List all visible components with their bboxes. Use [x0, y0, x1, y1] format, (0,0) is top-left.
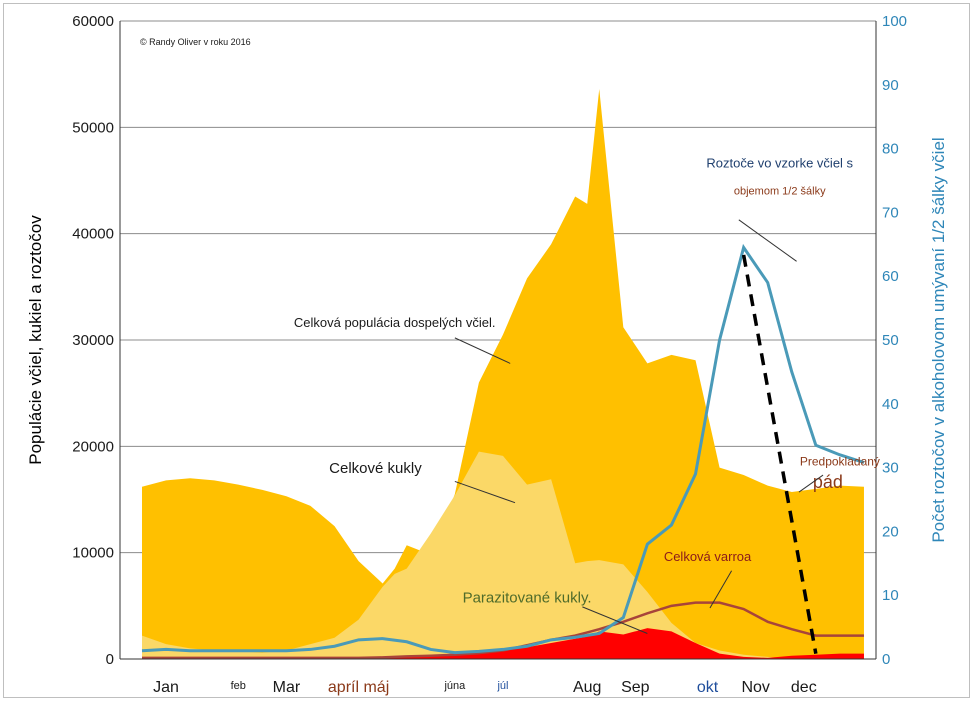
- x-tick-label: feb: [231, 680, 246, 692]
- y-tick-label-right: 0: [882, 651, 890, 668]
- area-pupae: [142, 451, 864, 659]
- x-tick-label: Mar: [273, 679, 301, 696]
- y-tick-label-left: 40000: [72, 226, 114, 243]
- area-adult-bees: [142, 89, 864, 659]
- y-tick-label-left: 0: [106, 651, 114, 668]
- y-tick-label-right: 10: [882, 587, 899, 604]
- x-tick-label: dec: [791, 679, 817, 696]
- annotation-leader: [738, 219, 797, 262]
- y-tick-label-left: 50000: [72, 119, 114, 136]
- annotation-text: Parazitované kukly.: [463, 590, 592, 607]
- y-tick-label-right: 80: [882, 141, 899, 158]
- annotation-leader: [709, 570, 733, 609]
- x-tick-label: Aug: [573, 679, 601, 696]
- area-series: [142, 89, 864, 659]
- x-tick-label: apríl máj: [328, 679, 389, 696]
- annotation-text: Celková populácia dospelých včiel.: [294, 315, 496, 330]
- area-parasitized-pupae: [142, 628, 864, 659]
- chart-frame: [3, 3, 970, 698]
- y-axis-title-right: Počet roztočov v alkoholovom umývaní 1/2…: [929, 137, 948, 542]
- y-axis-title-left: Populácie včiel, kukiel a roztočov: [26, 215, 45, 465]
- annotations: Celková populácia dospelých včiel. Celkov…: [294, 156, 880, 634]
- y-tick-label-right: 40: [882, 396, 899, 413]
- y-tick-label-right: 50: [882, 332, 899, 349]
- axes: 0 10000 20000 30000 40000 50000 60000 0 10 20 30 40…: [72, 13, 907, 696]
- x-tick-label: Nov: [741, 679, 769, 696]
- annotation-text: Celkové kukly: [329, 460, 422, 477]
- annotation-text: Roztoče vo vzorke včiel s: [706, 156, 853, 171]
- annotation-text: pád: [813, 472, 843, 492]
- y-tick-label-right: 60: [882, 268, 899, 285]
- annotation-leader: [798, 474, 824, 493]
- annotation-text: objemom 1/2 šálky: [734, 185, 826, 197]
- y-tick-label-left: 30000: [72, 332, 114, 349]
- x-tick-label: Jan: [153, 679, 179, 696]
- x-tick-label: júl: [496, 680, 508, 692]
- y-tick-label-right: 20: [882, 523, 899, 540]
- x-tick-label: júna: [443, 680, 466, 692]
- y-tick-label-left: 20000: [72, 438, 114, 455]
- annotation-leader: [582, 606, 648, 634]
- y-tick-label-right: 30: [882, 460, 899, 477]
- line-series: [141, 243, 865, 660]
- y-tick-label-left: 10000: [72, 545, 114, 562]
- annotation-leader: [454, 337, 511, 364]
- annotation-text: Celková varroa: [664, 549, 752, 564]
- copyright-text: © Randy Oliver v roku 2016: [140, 37, 251, 47]
- line-mite-wash: [141, 243, 865, 655]
- y-tick-label-right: 90: [882, 77, 899, 94]
- line-predicted-crash: [741, 254, 818, 654]
- annotation-leader: [454, 480, 516, 504]
- x-tick-label: okt: [697, 679, 719, 696]
- x-tick-label: Sep: [621, 679, 650, 696]
- y-tick-label-right: 70: [882, 204, 899, 221]
- annotation-text: Predpokladaný: [800, 454, 880, 468]
- y-tick-label-right: 100: [882, 13, 907, 30]
- y-tick-label-left: 60000: [72, 13, 114, 30]
